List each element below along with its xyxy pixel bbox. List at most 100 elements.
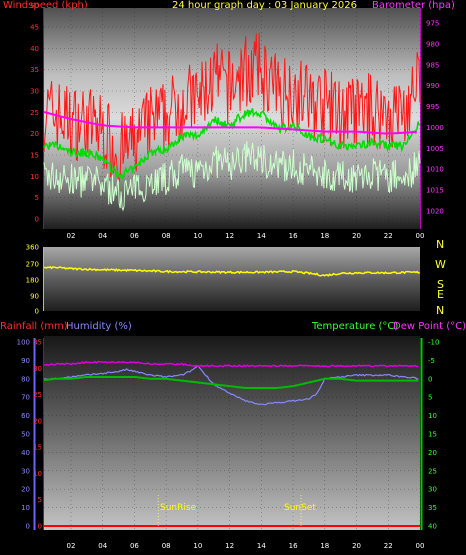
direction-y-tick: 0 [35,308,39,316]
baro-y-tick: 980 [426,40,439,48]
wind-y-tick: 30 [30,88,39,96]
baro-title: Barometer (hpa) [372,0,455,11]
climate-plot-area [44,336,420,530]
temp-y-tick: 0 [428,375,432,383]
wind-x-tick: 20 [352,232,361,240]
humidity-y-tick: 20 [21,486,30,494]
wind-x-tick: 04 [98,232,107,240]
dewpoint-title: Dew Point (°C) [393,321,466,332]
wind-x-tick: 10 [193,232,202,240]
climate-x-tick: 08 [162,542,171,550]
direction-series [43,265,420,277]
baro-y-tick: 1015 [426,187,444,195]
temp-y-tick: 25 [428,467,437,475]
rain-y-tick: 10 [33,470,42,478]
direction-plot-area [44,247,420,311]
temp-y-tick: 20 [428,449,437,457]
baro-y-tick: 1000 [426,124,444,132]
wind-title: Windspeed (kph) [3,0,88,11]
humidity-y-tick: 70 [21,394,30,402]
wind-x-tick: 02 [67,232,76,240]
temperature-title: Temperature (°C) [312,321,399,332]
sunset-label: SunSet [284,503,316,513]
climate-x-tick: 14 [257,542,266,550]
temp-y-tick: 40 [428,523,437,531]
rain-y-tick: 25 [33,391,42,399]
climate-gridlines [44,336,421,530]
wind-y-tick: 25 [30,109,39,117]
wind-y-tick: 0 [35,216,39,224]
wind-x-tick: 22 [384,232,393,240]
wind-x-tick: 14 [257,232,266,240]
sun-markers [157,495,302,528]
climate-x-tick: 18 [320,542,329,550]
climate-x-tick: 04 [98,542,107,550]
wind-y-tick: 10 [30,173,39,181]
humidity-y-tick: 100 [17,339,30,347]
humidity-y-tick: 40 [21,449,30,457]
climate-x-tick: 10 [193,542,202,550]
climate-series [43,360,420,527]
baro-y-tick: 990 [426,82,439,90]
temperature-line [43,376,419,389]
wind-y-tick: 15 [30,152,39,160]
humidity-y-tick: 0 [26,523,30,531]
barometer-line [43,111,417,135]
humidity-title: Humidity (%) [66,321,132,332]
wind-lull-line [43,141,421,212]
climate-x-tick: 22 [384,542,393,550]
wind-y-tick: 5 [35,194,39,202]
humidity-y-tick: 10 [21,504,30,512]
climate-x-tick: 20 [352,542,361,550]
direction-y-tick: 270 [26,261,39,269]
wind-x-tick: 00 [416,232,425,240]
wind-y-tick: 40 [30,45,39,53]
rain-y-tick: 0 [38,523,42,531]
climate-x-tick: 00 [416,542,425,550]
humidity-y-tick: 50 [21,431,30,439]
wind-gust-line [43,32,421,183]
compass-s: S [437,278,444,291]
humidity-y-tick: 60 [21,412,30,420]
wind-direction-line [43,265,420,277]
temp-y-tick: 5 [428,394,432,402]
temp-y-tick: 35 [428,504,437,512]
humidity-y-tick: 80 [21,375,30,383]
temp-y-tick: 15 [428,431,437,439]
direction-y-tick: 360 [26,244,39,252]
wind-y-tick: 35 [30,66,39,74]
wind-x-tick: 18 [320,232,329,240]
sunrise-label: SunRise [160,503,197,513]
compass-w: W [435,258,446,271]
date-title: 24 hour graph day : 03 January 2026 [172,0,357,11]
wind-x-tick: 06 [130,232,139,240]
temp-y-tick: -10 [428,339,439,347]
rain-y-tick: 5 [38,496,42,504]
rain-title: Rainfall (mm) [0,321,68,332]
compass-n-bottom: N [436,304,444,317]
wind-gridlines [44,5,421,229]
baro-y-tick: 995 [426,103,439,111]
baro-y-tick: 1020 [426,208,444,216]
wind-average-line [43,108,421,181]
compass-e: E [437,288,444,301]
climate-x-tick: 12 [225,542,234,550]
humidity-line [43,364,419,406]
baro-y-tick: 1005 [426,145,444,153]
humidity-y-tick: 30 [21,467,30,475]
climate-x-tick: 06 [130,542,139,550]
humidity-y-tick: 90 [21,357,30,365]
temp-y-tick: 30 [428,486,437,494]
dewpoint-line [43,360,419,368]
wind-series [43,32,421,212]
wind-y-tick: 20 [30,130,39,138]
wind-x-tick: 12 [225,232,234,240]
baro-y-tick: 975 [426,20,439,28]
baro-y-tick: 1010 [426,166,444,174]
rain-y-tick: 15 [33,444,42,452]
climate-x-tick: 02 [67,542,76,550]
temp-y-tick: 10 [428,412,437,420]
direction-y-tick: 90 [30,293,39,301]
